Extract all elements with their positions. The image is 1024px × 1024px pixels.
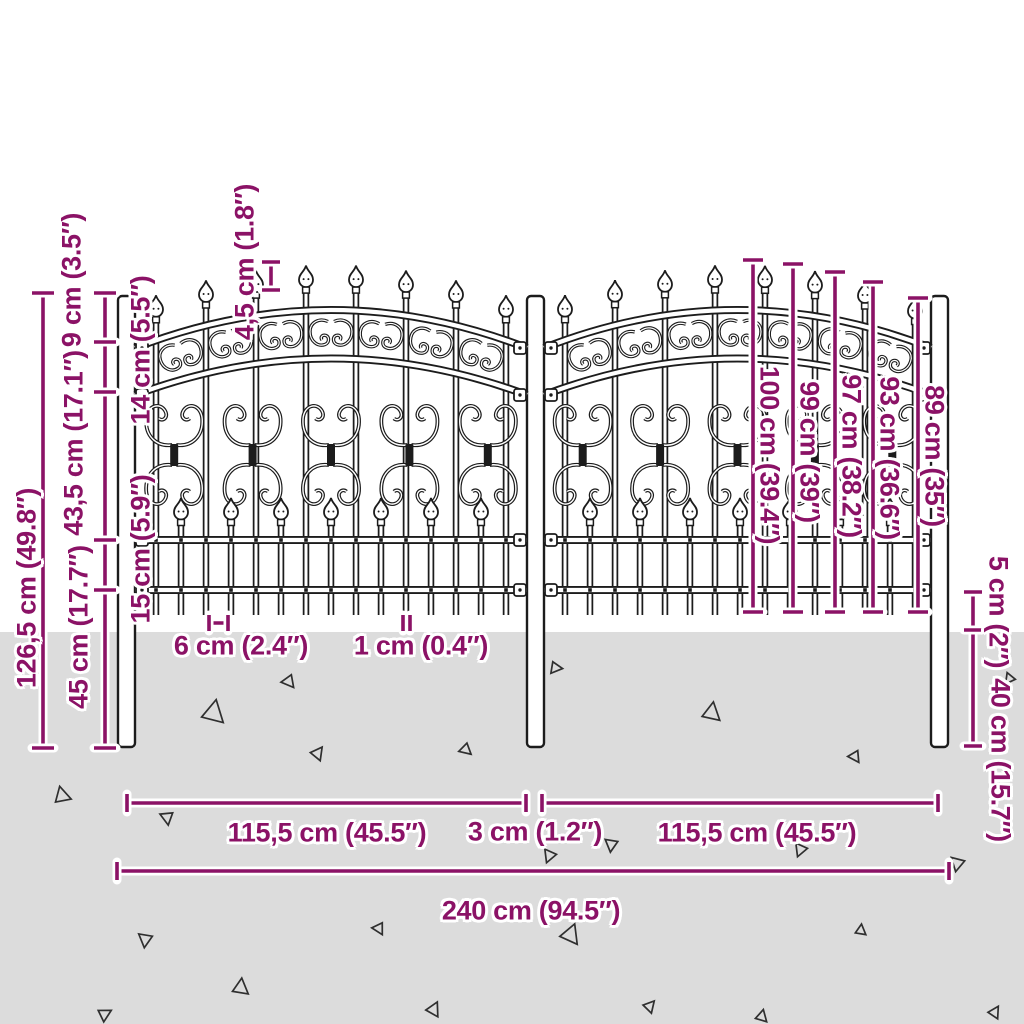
- dim-label-rail-to-ground: 5 cm (2″): [983, 555, 1014, 669]
- dim-label-picket-99: 99 cm (39″): [794, 381, 825, 523]
- dim-label-total-width: 240 cm (94.5″): [441, 895, 621, 926]
- dim-label-picket-gap: 6 cm (2.4″): [173, 630, 309, 661]
- dim-label-below-lower-rail: 45 cm (17.7″): [63, 545, 94, 709]
- dim-label-band-height: 14 cm (5.5″): [125, 275, 156, 425]
- dim-label-panel-width-right: 115,5 cm (45.5″): [657, 817, 857, 848]
- dim-label-picket-93: 93 cm (36.6″): [874, 376, 905, 540]
- dim-label-picket-width: 1 cm (0.4″): [353, 630, 489, 661]
- dim-label-finial-height: 4,5 cm (1.8″): [229, 183, 260, 341]
- dim-label-band-to-lower-rail: 43,5 cm (17.1″): [58, 350, 89, 536]
- dim-label-total-height: 126,5 cm (49.8″): [11, 487, 42, 689]
- dim-label-picket-89: 89 cm (35″): [919, 385, 950, 527]
- dim-label-lower-rail-gap: 15 cm (5.9″): [125, 474, 156, 624]
- dim-label-picket-97: 97 cm (38.2″): [836, 374, 867, 538]
- dim-label-post-top-to-band: 9 cm (3.5″): [56, 212, 87, 348]
- dim-label-panel-gap: 3 cm (1.2″): [467, 816, 603, 847]
- dim-label-underground-depth: 40 cm (15.7″): [985, 678, 1016, 842]
- dim-label-picket-100: 100 cm (39.4″): [754, 365, 785, 545]
- dim-label-panel-width-left: 115,5 cm (45.5″): [227, 817, 427, 848]
